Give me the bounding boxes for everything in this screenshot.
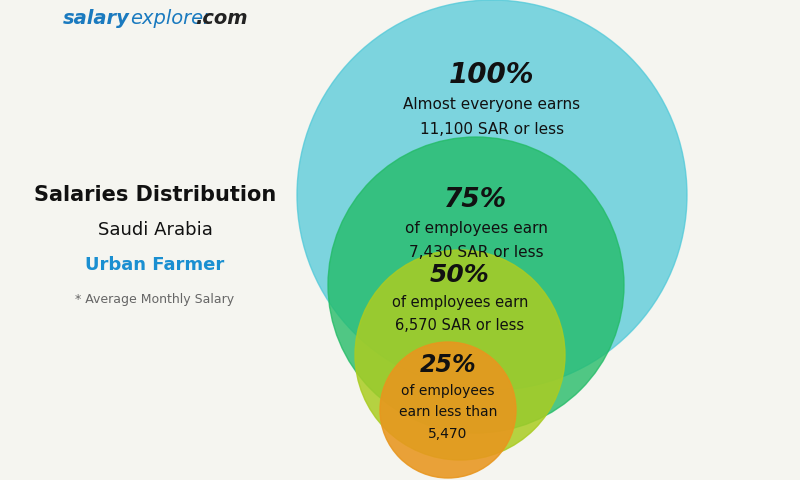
Text: salary: salary <box>63 9 130 27</box>
Text: of employees: of employees <box>402 384 494 397</box>
Text: of employees earn: of employees earn <box>405 221 547 236</box>
Text: of employees earn: of employees earn <box>392 295 528 310</box>
Text: * Average Monthly Salary: * Average Monthly Salary <box>75 293 234 307</box>
Text: 100%: 100% <box>450 61 534 89</box>
Circle shape <box>380 342 516 478</box>
Text: .com: .com <box>195 9 248 27</box>
Circle shape <box>328 137 624 433</box>
Text: Almost everyone earns: Almost everyone earns <box>403 97 581 112</box>
Text: Urban Farmer: Urban Farmer <box>86 256 225 274</box>
Text: 25%: 25% <box>420 353 476 377</box>
Text: 5,470: 5,470 <box>428 428 468 442</box>
Text: 11,100 SAR or less: 11,100 SAR or less <box>420 122 564 137</box>
Text: explorer: explorer <box>130 9 211 27</box>
Circle shape <box>355 250 565 460</box>
Text: 6,570 SAR or less: 6,570 SAR or less <box>395 318 525 333</box>
Text: Saudi Arabia: Saudi Arabia <box>98 221 213 239</box>
Text: earn less than: earn less than <box>399 406 497 420</box>
Text: 75%: 75% <box>445 187 507 213</box>
Text: 50%: 50% <box>430 263 490 287</box>
Text: Salaries Distribution: Salaries Distribution <box>34 185 276 205</box>
Text: 7,430 SAR or less: 7,430 SAR or less <box>409 245 543 260</box>
Circle shape <box>297 0 687 390</box>
